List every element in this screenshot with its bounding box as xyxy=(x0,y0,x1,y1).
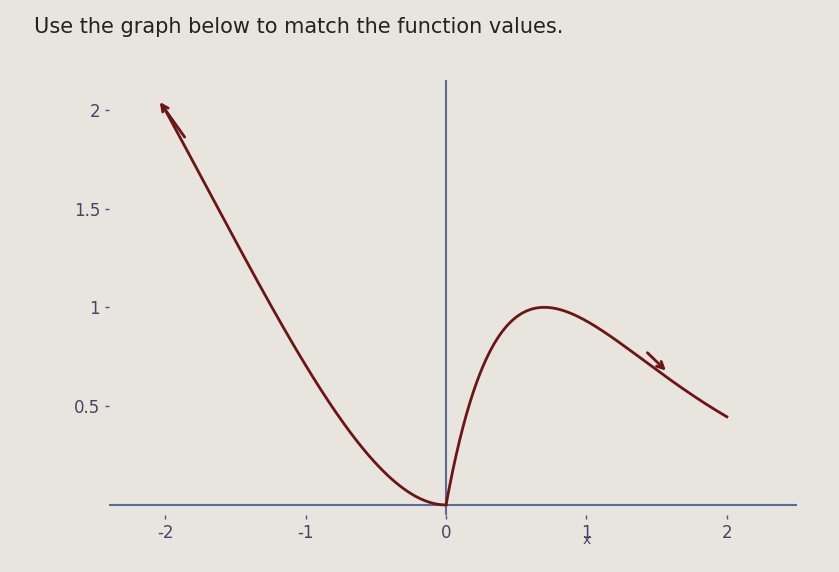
Text: x: x xyxy=(582,533,591,547)
Text: Use the graph below to match the function values.: Use the graph below to match the functio… xyxy=(34,17,563,37)
